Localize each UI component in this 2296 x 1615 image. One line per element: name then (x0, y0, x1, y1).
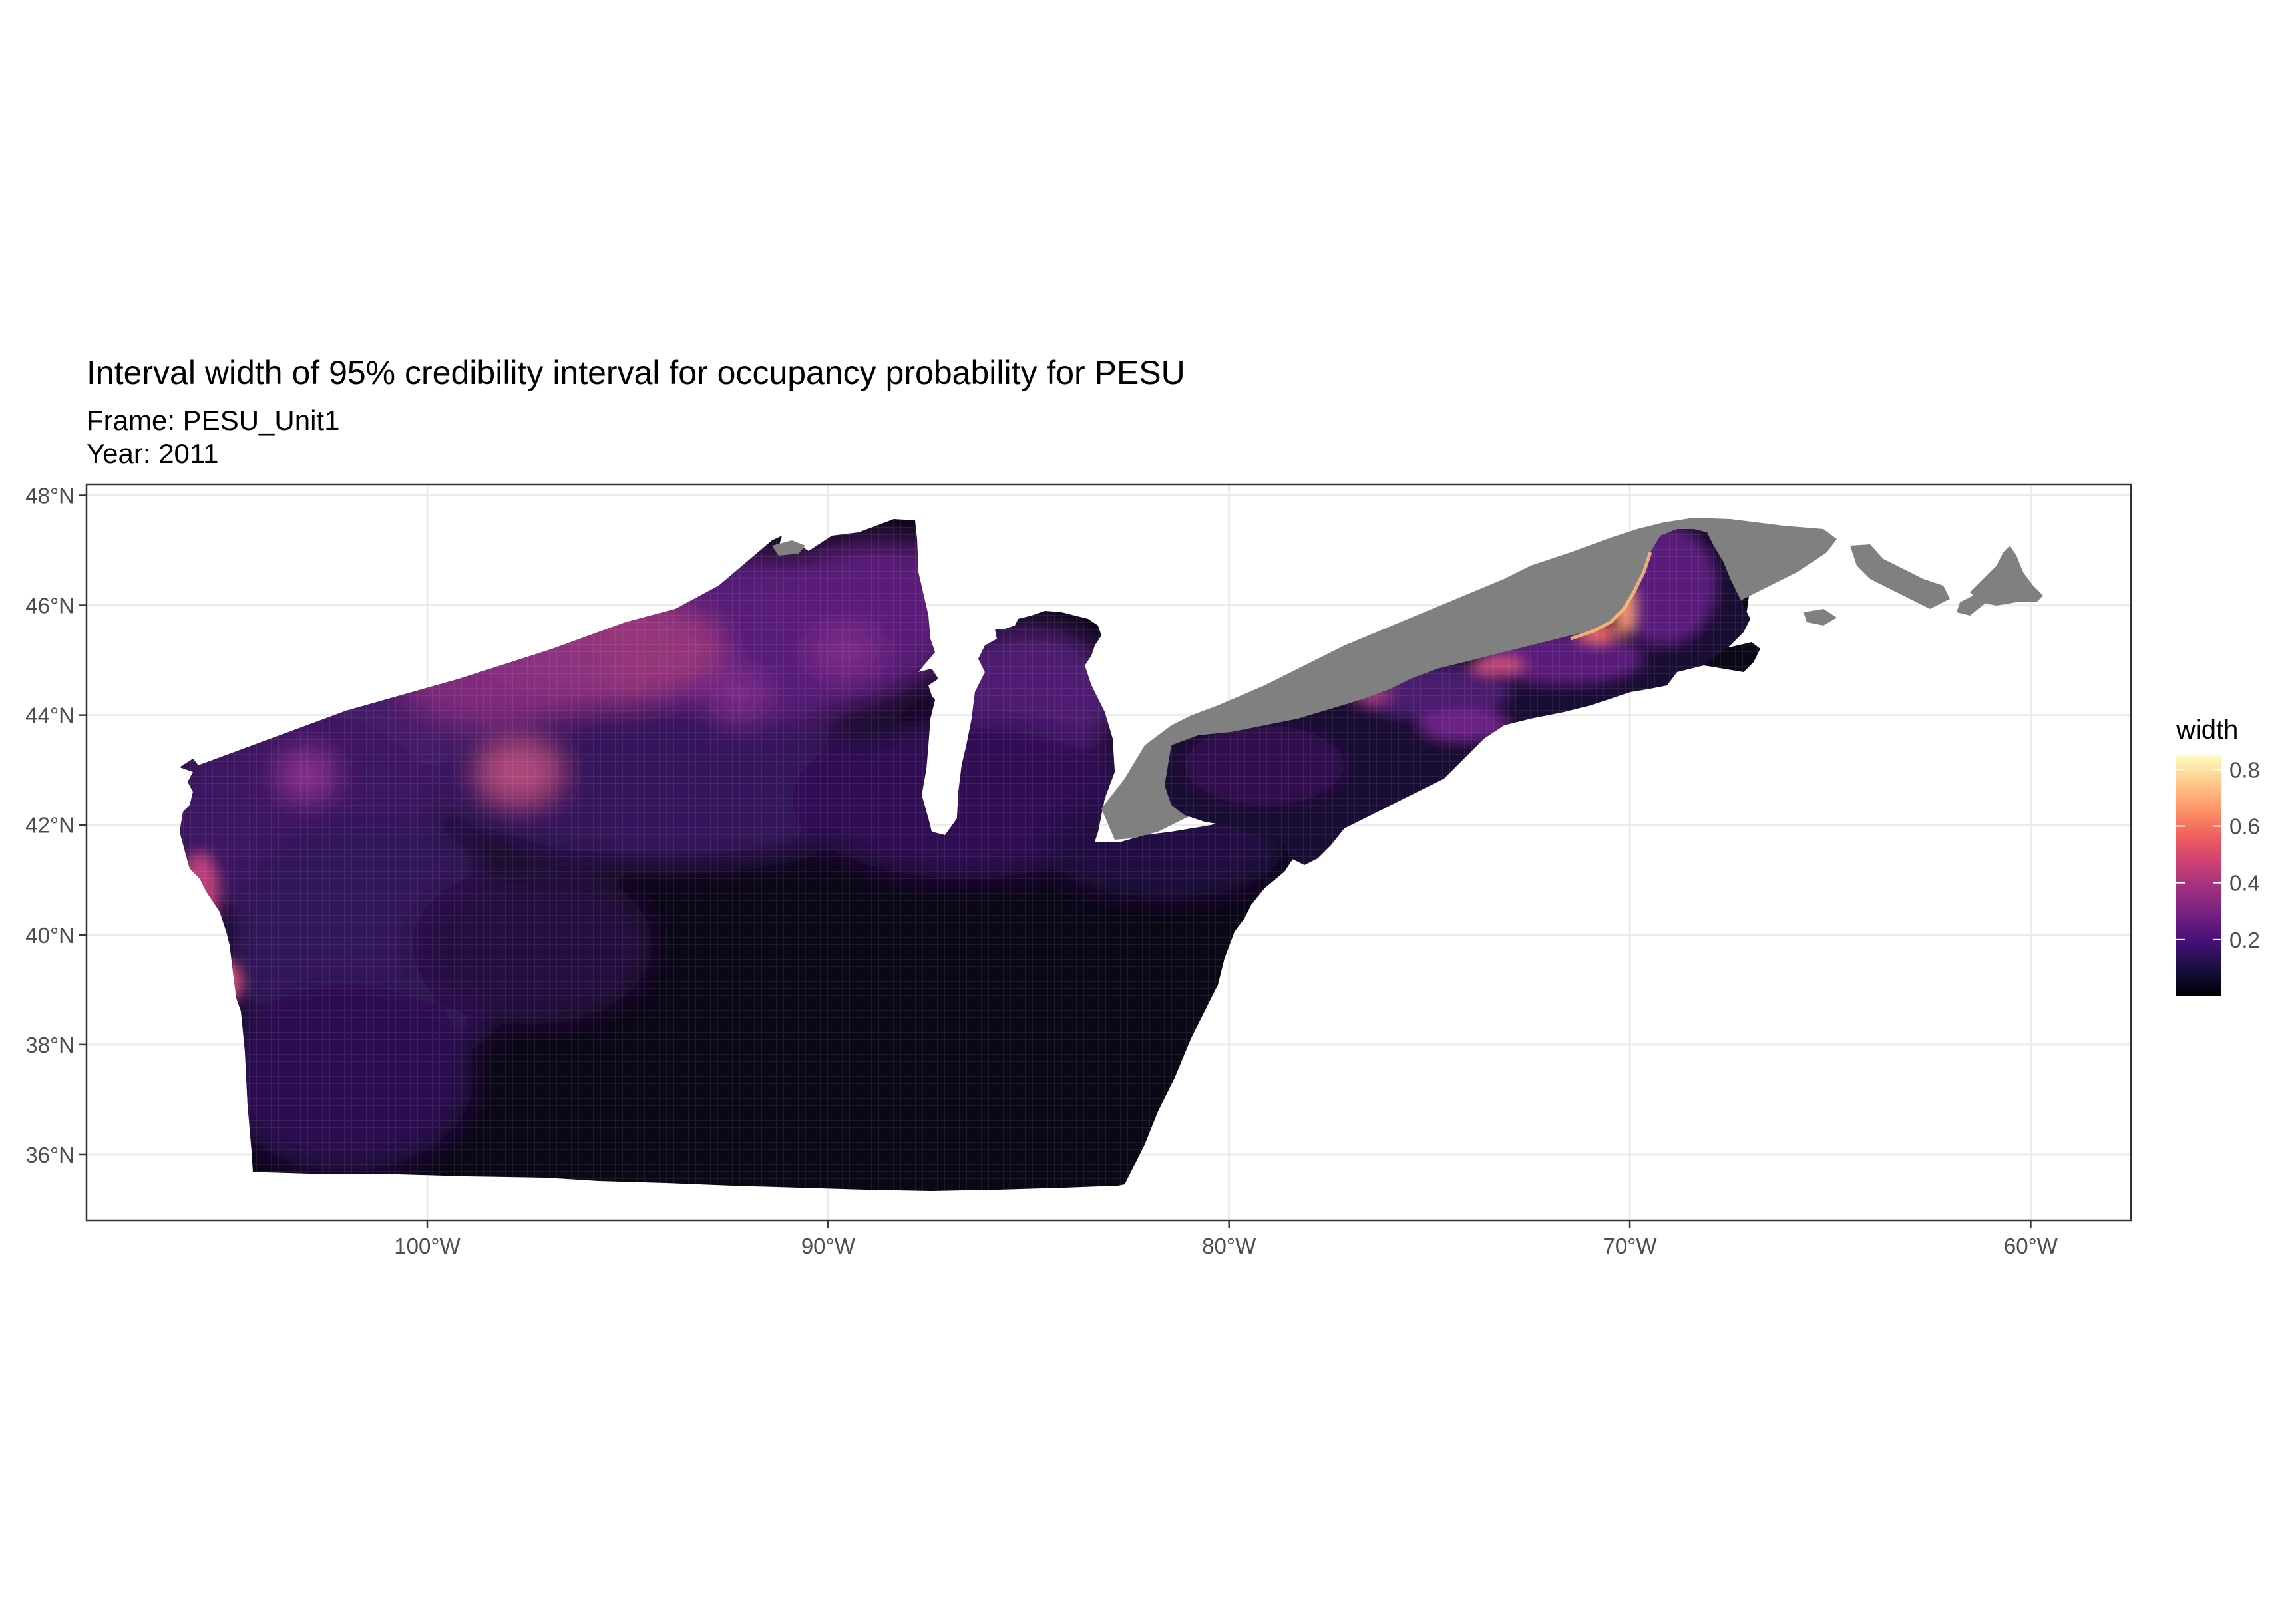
legend-ticks: 0.2 0.4 0.6 0.8 (2176, 757, 2260, 952)
legend-break-label: 0.2 (2229, 928, 2260, 952)
y-tick-label: 36°N (25, 1143, 75, 1167)
na-region-islands-1 (1850, 544, 1950, 609)
legend-break-label: 0.6 (2229, 814, 2260, 838)
x-axis: 100°W 90°W 80°W 70°W 60°W (394, 1220, 2058, 1258)
y-tick-label: 44°N (25, 703, 75, 728)
map-title: Interval width of 95% credibility interv… (87, 354, 1185, 391)
legend-break-label: 0.8 (2229, 757, 2260, 782)
panel-border (85, 483, 2132, 1222)
na-region-small-lake (772, 540, 805, 556)
occupancy-raster-northeast-edge (1570, 552, 1652, 641)
x-tick-label: 60°W (2004, 1234, 2058, 1258)
y-tick-label: 48°N (25, 484, 75, 508)
legend-break-label: 0.4 (2229, 871, 2260, 896)
y-tick-label: 38°N (25, 1033, 75, 1057)
y-tick-label: 40°N (25, 923, 75, 948)
subtitle-year: Year: 2011 (87, 438, 219, 469)
x-tick-label: 70°W (1603, 1234, 1658, 1258)
y-axis: 36°N 38°N 40°N 42°N 44°N 46°N 48°N (25, 484, 87, 1167)
legend-colorbar (2176, 755, 2221, 996)
x-tick-label: 90°W (801, 1234, 856, 1258)
na-region-islands-3 (1970, 546, 2043, 606)
y-tick-label: 42°N (25, 813, 75, 838)
x-tick-label: 80°W (1202, 1234, 1256, 1258)
y-tick-label: 46°N (25, 594, 75, 618)
legend-title: width (2176, 715, 2238, 745)
legend: width 0.2 0.4 0.6 0.8 (2176, 715, 2260, 996)
na-region-islands-4 (1804, 609, 1837, 626)
x-tick-label: 100°W (394, 1234, 461, 1258)
subtitle-frame: Frame: PESU_Unit1 (87, 405, 339, 436)
